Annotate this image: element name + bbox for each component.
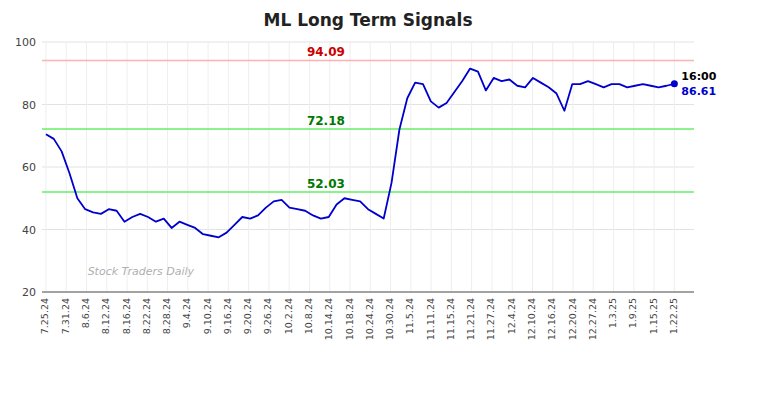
grid-line-y	[42, 42, 694, 43]
x-tick-label: 9.26.24	[262, 298, 273, 334]
x-tick-label: 10.30.24	[384, 298, 395, 340]
grid-line-x	[268, 42, 269, 292]
x-tick-label: 8.12.24	[100, 298, 111, 334]
grid-line-x	[431, 42, 432, 292]
x-tick-label: 8.6.24	[80, 298, 91, 328]
x-tick-label: 11.11.24	[425, 298, 436, 340]
x-tick-label: 7.31.24	[60, 298, 71, 334]
grid-line-x	[573, 42, 574, 292]
grid-line-x	[370, 42, 371, 292]
x-tick-label: 11.21.24	[465, 298, 476, 340]
x-tick-label: 1.22.25	[668, 298, 679, 334]
x-tick-label: 8.16.24	[121, 298, 132, 334]
grid-line-y	[42, 104, 694, 105]
reference-label: 72.18	[307, 114, 345, 128]
reference-line	[42, 191, 694, 193]
x-tick-label: 12.10.24	[526, 298, 537, 340]
x-tick-label: 1.3.25	[607, 298, 618, 328]
x-tick-label: 12.4.24	[506, 298, 517, 334]
x-tick-label: 10.8.24	[303, 298, 314, 334]
x-tick-label: 9.20.24	[242, 298, 253, 334]
plot-area	[42, 60, 694, 237]
grid-line-y	[42, 229, 694, 230]
reference-line	[42, 128, 694, 130]
y-tick-label: 80	[22, 99, 36, 112]
title: ML Long Term Signals	[263, 10, 472, 30]
grid-line-x	[309, 42, 310, 292]
grid-line-x	[248, 42, 249, 292]
grid-line-x	[187, 42, 188, 292]
grid-line-x	[613, 42, 614, 292]
last-time-label: 16:00	[681, 70, 716, 83]
grid-line-x	[208, 42, 209, 292]
x-tick-label: 7.25.24	[39, 298, 50, 334]
x-tick-label: 1.9.25	[627, 298, 638, 328]
x-tick-label: 11.15.24	[445, 298, 456, 340]
grid-line-x	[390, 42, 391, 292]
x-tick-label: 9.10.24	[202, 298, 213, 334]
grid-line-x	[167, 42, 168, 292]
y-tick-label: 100	[15, 36, 36, 49]
grid-line-x	[674, 42, 675, 292]
reference-line	[42, 60, 694, 62]
watermark: Stock Traders Daily	[88, 265, 195, 278]
chart: ML Long Term Signals 20 40 60 80 100 7.25.24 7.…	[0, 0, 784, 398]
x-tick-label: 11.27.24	[485, 298, 496, 340]
x-tick-label: 10.14.24	[323, 298, 334, 340]
x-tick-label: 10.24.24	[364, 298, 375, 340]
x-tick-label: 9.16.24	[222, 298, 233, 334]
grid-line-x	[552, 42, 553, 292]
grid-line-x	[289, 42, 290, 292]
grid-line-x	[593, 42, 594, 292]
x-axis-line	[42, 292, 694, 293]
x-tick-label: 9.4.24	[181, 298, 192, 328]
grid-line-x	[127, 42, 128, 292]
last-value-label: 86.61	[681, 85, 716, 98]
grid	[42, 42, 694, 292]
grid-line-x	[654, 42, 655, 292]
y-tick-label: 20	[22, 286, 36, 299]
grid-line-x	[512, 42, 513, 292]
grid-line-x	[45, 42, 46, 292]
x-tick-label: 10.18.24	[344, 298, 355, 340]
x-tick-label: 8.28.24	[161, 298, 172, 334]
x-tick-label: 12.20.24	[567, 298, 578, 340]
grid-line-x	[86, 42, 87, 292]
x-tick-label: 8.22.24	[141, 298, 152, 334]
reference-label: 52.03	[307, 177, 345, 191]
grid-line-x	[451, 42, 452, 292]
grid-line-x	[329, 42, 330, 292]
x-tick-label: 1.15.25	[648, 298, 659, 334]
x-tick-label: 12.27.24	[587, 298, 598, 340]
grid-line-x	[471, 42, 472, 292]
x-tick-label: 11.5.24	[404, 298, 415, 334]
x-tick-label: 10.2.24	[283, 298, 294, 334]
grid-line-x	[228, 42, 229, 292]
grid-line-x	[147, 42, 148, 292]
grid-line-x	[633, 42, 634, 292]
grid-line-y	[42, 292, 694, 293]
grid-line-x	[410, 42, 411, 292]
grid-line-x	[106, 42, 107, 292]
grid-line-x	[350, 42, 351, 292]
x-tick-label: 12.16.24	[546, 298, 557, 340]
y-tick-label: 60	[22, 161, 36, 174]
y-tick-label: 40	[22, 224, 36, 237]
signal-line	[46, 69, 674, 238]
reference-label: 94.09	[307, 45, 345, 59]
last-point	[671, 80, 678, 87]
grid-line-y	[42, 167, 694, 168]
